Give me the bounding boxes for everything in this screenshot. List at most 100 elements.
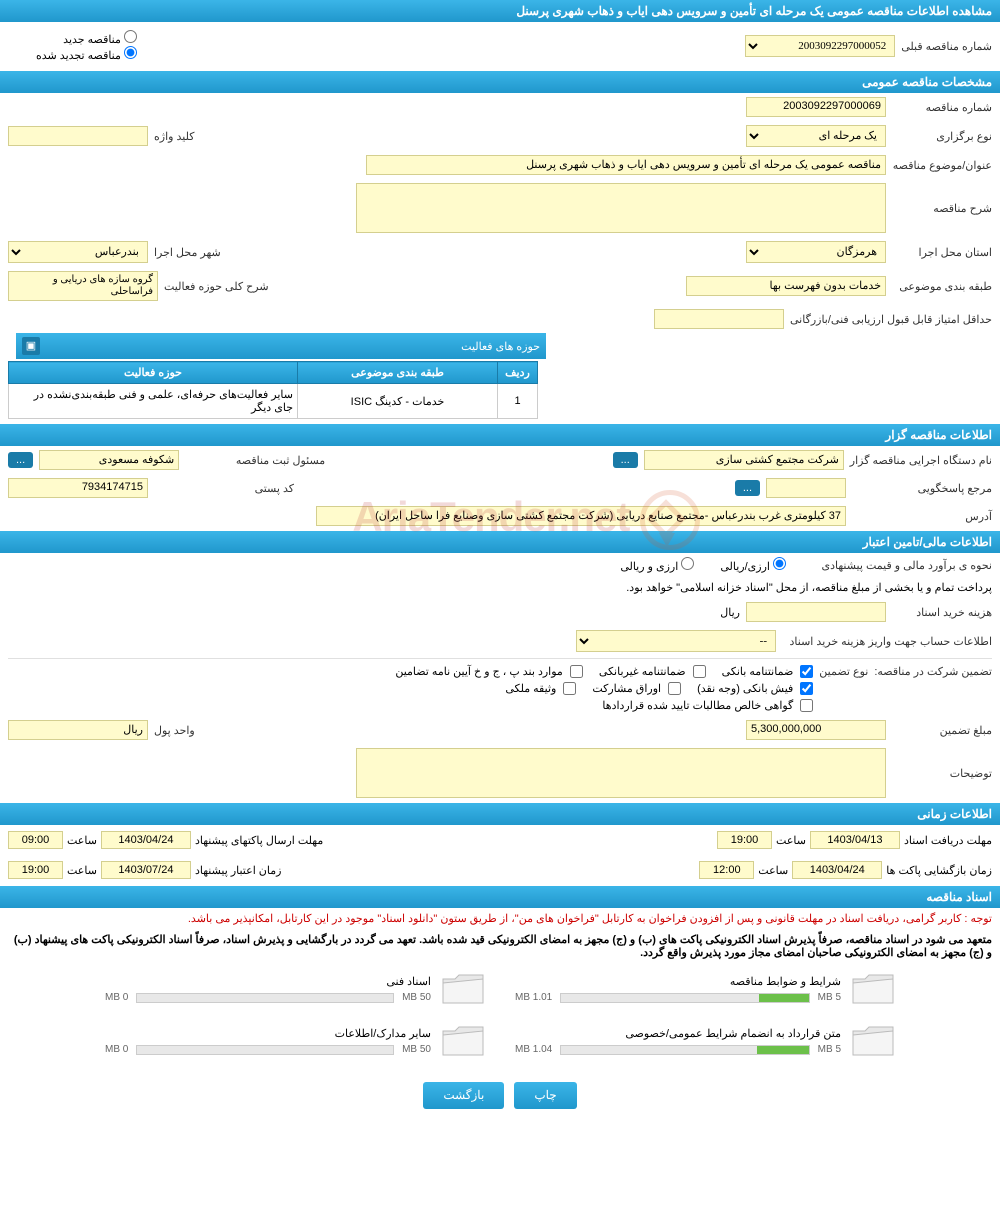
account-label: اطلاعات حساب جهت واریز هزینه خرید اسناد	[782, 635, 992, 648]
col-cat: طبقه بندی موضوعی	[298, 362, 498, 384]
activity-table-title: حوزه های فعالیت	[461, 340, 540, 353]
radio-renewed-input[interactable]	[124, 46, 137, 59]
send-time: 09:00	[8, 831, 63, 849]
province-select[interactable]: هرمزگان	[746, 241, 886, 263]
radio-renewed-tender[interactable]: مناقصه تجدید شده	[36, 46, 137, 62]
table-row: 1 خدمات - کدینگ ISIC سایر فعالیت‌های حرف…	[9, 384, 538, 419]
financial-note: پرداخت تمام و یا بخشی از مبلغ مناقصه، از…	[626, 581, 992, 594]
print-button[interactable]: چاپ	[514, 1082, 576, 1109]
page-title-bar: مشاهده اطلاعات مناقصه عمومی یک مرحله ای …	[0, 0, 1000, 22]
folder-icon	[851, 971, 895, 1007]
cost-value	[746, 602, 886, 622]
section-timing-title: اطلاعات زمانی	[0, 803, 1000, 825]
open-label: زمان بازگشایی پاکت ها	[886, 864, 992, 877]
radio-new-input[interactable]	[124, 30, 137, 43]
activity-desc-label: شرح کلی حوزه فعالیت	[164, 280, 269, 293]
cb-deed[interactable]: وثیقه ملکی	[505, 682, 576, 695]
amount-value: 5,300,000,000	[746, 720, 886, 740]
cb-cash[interactable]: فیش بانکی (وجه نقد)	[697, 682, 813, 695]
keyword-label: کلید واژه	[154, 130, 194, 143]
doc-receive-time: 19:00	[717, 831, 772, 849]
min-score-value	[654, 309, 784, 329]
section-documents-title: اسناد مناقصه	[0, 886, 1000, 908]
addr-label: آدرس	[852, 510, 992, 523]
validity-label: زمان اعتبار پیشنهاد	[195, 864, 282, 877]
doc-item-0[interactable]: شرایط و ضوابط مناقصه 5 MB 1.01 MB	[515, 971, 895, 1007]
validity-date: 1403/07/24	[101, 861, 191, 879]
org-more-button[interactable]: ...	[613, 452, 638, 468]
type-label: نوع برگزاری	[892, 130, 992, 143]
cb-bank[interactable]: ضمانتنامه بانکی	[722, 665, 814, 678]
activity-table: ردیف طبقه بندی موضوعی حوزه فعالیت 1 خدما…	[8, 361, 538, 419]
type-select[interactable]: یک مرحله ای	[746, 125, 886, 147]
doc-receive-date: 1403/04/13	[810, 831, 900, 849]
doc-item-3[interactable]: سایر مدارک/اطلاعات 50 MB 0 MB	[105, 1023, 485, 1059]
prev-tender-select[interactable]: 2003092297000052	[745, 35, 895, 57]
currency-value: ریال	[8, 720, 148, 740]
category-label: طبقه بندی موضوعی	[892, 280, 992, 293]
org-value: شرکت مجتمع کشتی سازی	[644, 450, 844, 470]
cb-stocks[interactable]: اوراق مشارکت	[592, 682, 681, 695]
doc-item-1[interactable]: اسناد فنی 50 MB 0 MB	[105, 971, 485, 1007]
folder-icon	[441, 1023, 485, 1059]
folder-icon	[441, 971, 485, 1007]
desc-textarea[interactable]	[356, 183, 886, 233]
tender-no-label: شماره مناقصه	[892, 101, 992, 114]
cost-label: هزینه خرید اسناد	[892, 606, 992, 619]
section-general-title: مشخصات مناقصه عمومی	[0, 71, 1000, 93]
post-label: کد پستی	[154, 482, 294, 495]
radio-new-tender[interactable]: مناقصه جدید	[63, 30, 137, 46]
open-time: 12:00	[699, 861, 754, 879]
desc-label: شرح مناقصه	[892, 202, 992, 215]
collapse-icon[interactable]: ▣	[22, 337, 40, 355]
cb-claims[interactable]: گواهی خالص مطالبات تایید شده قراردادها	[333, 699, 813, 712]
resp-label: مسئول ثبت مناقصه	[185, 454, 325, 467]
tender-no-value: 2003092297000069	[746, 97, 886, 117]
documents-note-black: متعهد می شود در اسناد مناقصه، صرفاً پذیر…	[0, 929, 1000, 963]
radio-arz[interactable]: ارزی و ریالی	[620, 557, 694, 573]
resp-more-button[interactable]: ...	[8, 452, 33, 468]
remarks-label: توضیحات	[892, 767, 992, 780]
title-value: مناقصه عمومی یک مرحله ای تأمین و سرویس د…	[366, 155, 886, 175]
activity-desc-value: گروه سازه های دریایی و فراساحلی	[8, 271, 158, 301]
cb-cases[interactable]: موارد بند پ ، ج و خ آیین نامه تضامین	[395, 665, 582, 678]
org-label: نام دستگاه اجرایی مناقصه گزار	[850, 454, 992, 467]
category-value: خدمات بدون فهرست بها	[686, 276, 886, 296]
doc-receive-label: مهلت دریافت اسناد	[904, 834, 992, 847]
est-label: نحوه ی برآورد مالی و قیمت پیشنهادی	[792, 559, 992, 572]
guarantee-checkboxes: ضمانتنامه بانکی ضمانتنامه غیربانکی موارد…	[333, 665, 813, 712]
doc-item-2[interactable]: متن قرارداد به انضمام شرایط عمومی/خصوصی …	[515, 1023, 895, 1059]
city-label: شهر محل اجرا	[154, 246, 221, 259]
ref-value	[766, 478, 846, 498]
city-select[interactable]: بندرعباس	[8, 241, 148, 263]
ref-more-button[interactable]: ...	[735, 480, 760, 496]
resp-value: شکوفه مسعودی	[39, 450, 179, 470]
page-title: مشاهده اطلاعات مناقصه عمومی یک مرحله ای …	[516, 4, 992, 18]
open-date: 1403/04/24	[792, 861, 882, 879]
min-score-label: حداقل امتیاز قابل قبول ارزیابی فنی/بازرگ…	[790, 313, 992, 326]
send-label: مهلت ارسال پاکتهای پیشنهاد	[195, 834, 323, 847]
province-label: استان محل اجرا	[892, 246, 992, 259]
prev-tender-label: شماره مناقصه قبلی	[901, 40, 992, 53]
title-label: عنوان/موضوع مناقصه	[892, 159, 992, 172]
validity-time: 19:00	[8, 861, 63, 879]
currency-label: واحد پول	[154, 724, 195, 737]
send-date: 1403/04/24	[101, 831, 191, 849]
remarks-textarea[interactable]	[356, 748, 886, 798]
radio-arzi[interactable]: ارزی/ریالی	[720, 557, 786, 573]
ref-label: مرجع پاسخگویی	[852, 482, 992, 495]
amount-label: مبلغ تضمین	[892, 724, 992, 737]
documents-note-red: توجه : کاربر گرامی، دریافت اسناد در مهلت…	[0, 908, 1000, 929]
account-select[interactable]: --	[576, 630, 776, 652]
guarantee-type-label: نوع تضمین	[819, 665, 868, 678]
col-act: حوزه فعالیت	[9, 362, 298, 384]
folder-icon	[851, 1023, 895, 1059]
cost-unit: ریال	[720, 606, 740, 619]
cb-nonbank[interactable]: ضمانتنامه غیربانکی	[599, 665, 706, 678]
back-button[interactable]: بازگشت	[423, 1082, 504, 1109]
col-idx: ردیف	[498, 362, 538, 384]
addr-value: 37 کیلومتری غرب بندرعباس -مجتمع صنایع در…	[316, 506, 846, 526]
guarantee-label: تضمین شرکت در مناقصه:	[874, 665, 992, 678]
section-organizer-title: اطلاعات مناقصه گزار	[0, 424, 1000, 446]
post-value: 7934174715	[8, 478, 148, 498]
